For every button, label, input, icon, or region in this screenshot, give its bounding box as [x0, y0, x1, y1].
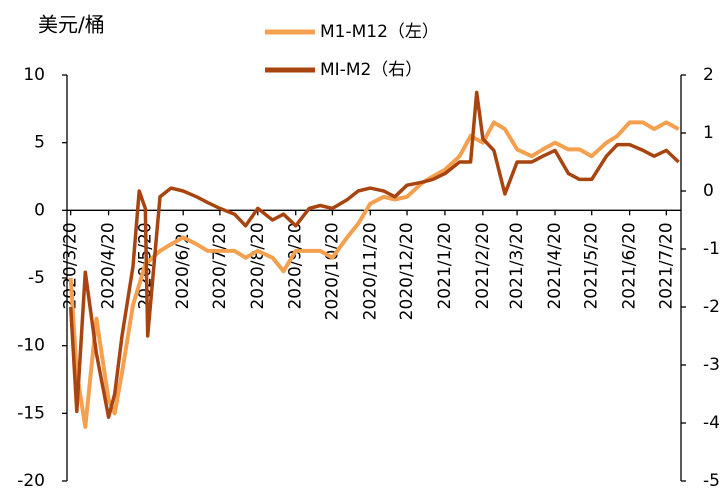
- x-tick-label: 2020/8/20: [248, 222, 268, 309]
- x-tick-label: 2020/12/20: [397, 222, 417, 320]
- x-tick-label: 2021/3/20: [507, 222, 527, 309]
- y2-tick-label: -4: [703, 413, 720, 433]
- y2-tick-label: 1: [703, 123, 714, 143]
- x-tick-label: 2021/2/20: [473, 222, 493, 309]
- x-tick-label: 2020/7/20: [210, 222, 230, 309]
- y2-tick-label: -1: [703, 239, 720, 259]
- legend-label: M1-M12（左）: [320, 22, 439, 42]
- y2-tick-label: -5: [703, 471, 720, 491]
- x-tick-label: 2020/9/20: [286, 222, 306, 309]
- legend-label: MI-M2（右）: [320, 60, 422, 80]
- x-tick-label: 2020/4/20: [99, 222, 119, 309]
- y2-tick-label: 2: [703, 65, 714, 85]
- x-tick-label: 2021/5/20: [582, 222, 602, 309]
- y2-tick-label: -3: [703, 355, 720, 375]
- y-tick-label: -10: [17, 336, 45, 356]
- series-line: [68, 90, 680, 419]
- x-tick-label: 2020/6/20: [173, 222, 193, 309]
- y-tick-label: -5: [28, 268, 45, 288]
- x-tick-label: 2020/11/20: [360, 222, 380, 320]
- series-line: [68, 120, 680, 429]
- x-tick-label: 2021/7/20: [656, 222, 676, 309]
- y-tick-label: -15: [17, 403, 45, 423]
- y-tick-label: -20: [17, 471, 45, 491]
- y2-tick-label: 0: [703, 181, 714, 201]
- y2-tick-label: -2: [703, 297, 720, 317]
- x-tick-label: 2020/10/20: [322, 222, 342, 320]
- y-tick-label: 0: [34, 200, 45, 220]
- x-tick-label: 2021/6/20: [620, 222, 640, 309]
- y-tick-label: 5: [34, 133, 45, 153]
- y-axis-label: 美元/桶: [38, 13, 105, 37]
- x-tick-label: 2020/3/20: [61, 222, 81, 309]
- x-tick-label: 2021/1/20: [435, 222, 455, 309]
- x-tick-label: 2021/4/20: [545, 222, 565, 309]
- y-tick-label: 10: [23, 65, 45, 85]
